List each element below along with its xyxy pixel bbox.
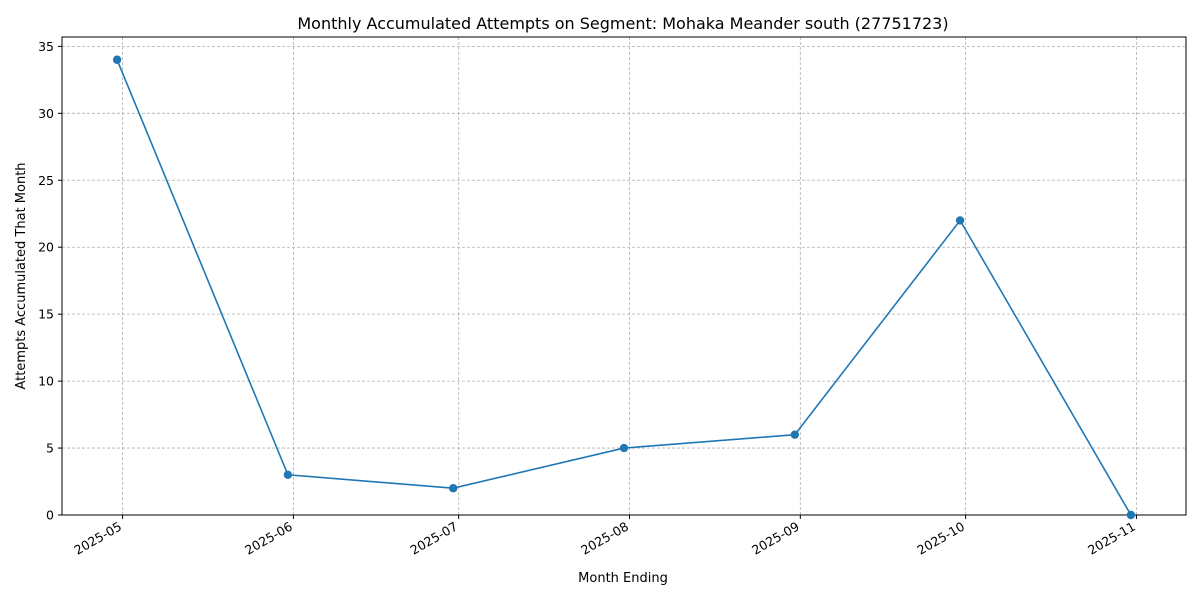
y-tick-label: 10	[38, 374, 54, 389]
x-tick-label: 2025-07	[407, 519, 460, 558]
data-point	[283, 470, 293, 480]
grid-lines	[62, 37, 1186, 516]
x-tick-label: 2025-08	[578, 519, 631, 558]
y-tick-label: 15	[38, 307, 54, 322]
y-tick-label: 35	[38, 39, 54, 54]
data-point	[790, 430, 800, 439]
y-tick-label: 30	[38, 106, 54, 121]
x-tick-label: 2025-06	[242, 519, 295, 558]
data-point	[112, 55, 122, 64]
y-tick-label: 25	[38, 173, 54, 188]
y-tick-label: 0	[46, 508, 54, 523]
x-tick-label: 2025-11	[1085, 519, 1138, 558]
data-point	[955, 216, 965, 225]
data-point	[448, 484, 458, 493]
axes: 0 5 10 15 20 25 30 35 2025-05 2025-06 2025-07 2025-…	[38, 36, 1187, 558]
y-axis-label: Attempts Accumulated That Month	[14, 162, 29, 389]
x-tick-label: 2025-05	[71, 519, 124, 558]
chart-title: Monthly Accumulated Attempts on Segment:…	[297, 14, 948, 33]
y-tick-label: 5	[46, 441, 54, 456]
data-point	[619, 443, 629, 453]
x-axis-label: Month Ending	[578, 571, 668, 586]
data-point	[1126, 510, 1136, 520]
x-tick-label: 2025-10	[914, 519, 967, 558]
series-attempts	[112, 55, 1136, 520]
x-tick-label: 2025-09	[749, 519, 802, 558]
y-tick-label: 20	[38, 240, 54, 255]
plot-frame	[61, 36, 1187, 516]
